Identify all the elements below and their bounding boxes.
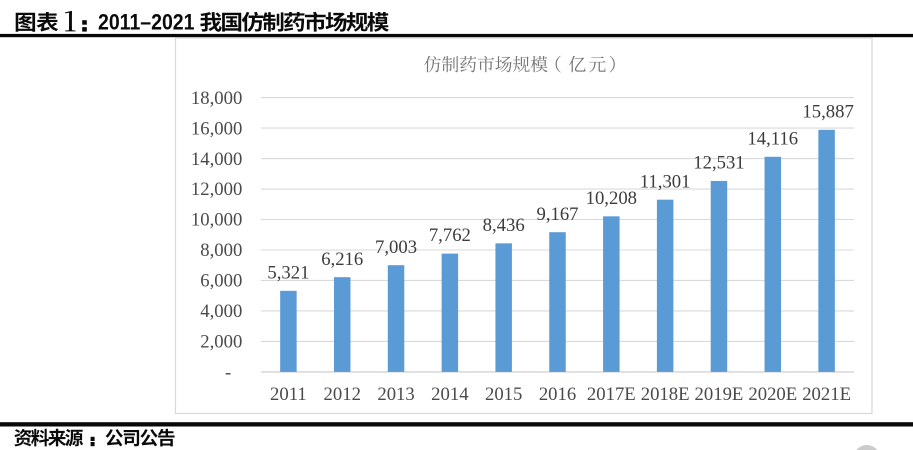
- svg-text:2019E: 2019E: [695, 384, 744, 405]
- svg-text:2011–2021: 2011–2021: [98, 9, 195, 34]
- svg-text:2015: 2015: [485, 384, 522, 405]
- svg-text:5,321: 5,321: [267, 262, 309, 283]
- svg-text:15,887: 15,887: [802, 101, 853, 122]
- svg-text:2012: 2012: [324, 384, 361, 405]
- svg-text:2,000: 2,000: [200, 332, 242, 353]
- svg-text:12,531: 12,531: [693, 153, 744, 174]
- svg-text:4,000: 4,000: [200, 301, 242, 322]
- svg-text:6,216: 6,216: [321, 249, 363, 270]
- svg-text:-: -: [225, 363, 231, 384]
- svg-text:16,000: 16,000: [191, 118, 242, 139]
- svg-text:2021E: 2021E: [802, 384, 851, 405]
- svg-text:9,167: 9,167: [536, 204, 578, 225]
- svg-text:6,000: 6,000: [200, 271, 242, 292]
- svg-text:2014: 2014: [431, 384, 469, 405]
- svg-text:7,762: 7,762: [429, 225, 471, 246]
- svg-text:2017E: 2017E: [587, 384, 636, 405]
- svg-text:10,208: 10,208: [586, 188, 637, 209]
- svg-text:11,301: 11,301: [640, 171, 691, 192]
- svg-text:12,000: 12,000: [191, 179, 242, 200]
- svg-text:18,000: 18,000: [191, 88, 242, 109]
- svg-text:8,436: 8,436: [483, 215, 525, 236]
- svg-text:8,000: 8,000: [200, 240, 242, 261]
- svg-text:2016: 2016: [539, 384, 576, 405]
- svg-text:2013: 2013: [377, 384, 414, 405]
- svg-text:2011: 2011: [270, 384, 307, 405]
- svg-text:7,003: 7,003: [375, 237, 417, 258]
- svg-text:14,000: 14,000: [191, 149, 242, 170]
- svg-text:2018E: 2018E: [641, 384, 690, 405]
- svg-text:2020E: 2020E: [748, 384, 797, 405]
- svg-text:14,116: 14,116: [747, 128, 798, 149]
- svg-text:10,000: 10,000: [191, 210, 242, 231]
